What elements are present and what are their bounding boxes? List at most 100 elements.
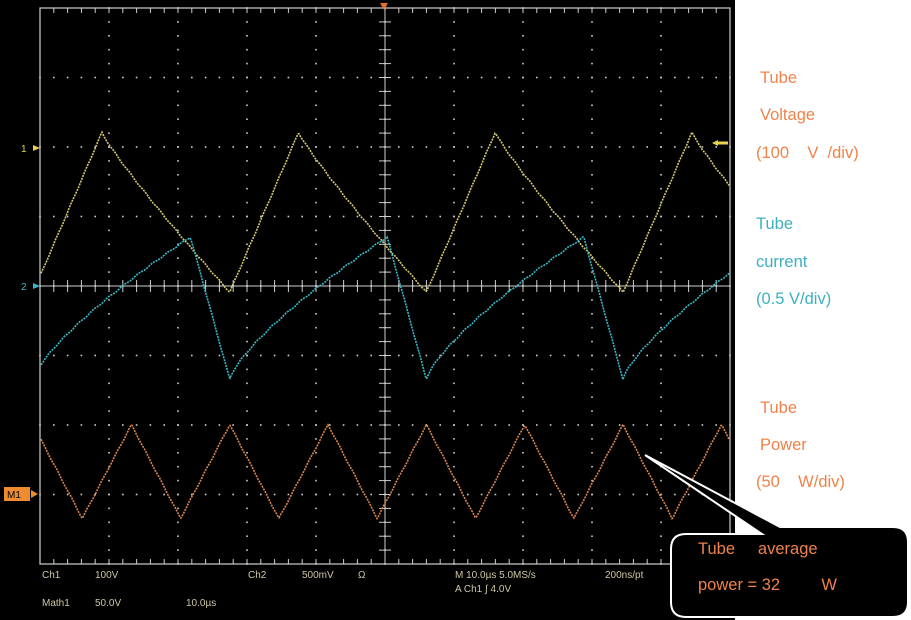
grid-dot (563, 424, 566, 426)
grid-dot (563, 76, 566, 79)
grid-dot (135, 493, 138, 496)
grid-dot (342, 354, 345, 357)
grid-dot (163, 354, 165, 357)
grid-dot (453, 132, 455, 134)
grid-dot (94, 354, 96, 357)
grid-dot (687, 493, 690, 496)
grid-dot (453, 382, 455, 385)
grid-dot (563, 146, 566, 148)
grid-dot (177, 396, 179, 398)
grid-dot (273, 424, 276, 426)
grid-dot (494, 76, 497, 79)
grid-dot (563, 354, 566, 357)
grid-dot (674, 424, 676, 426)
grid-dot (108, 313, 110, 315)
grid-dot (177, 187, 179, 190)
grid-dot (522, 243, 524, 246)
grid-dot (177, 229, 179, 232)
grid-dot (135, 424, 138, 426)
grid-dot (370, 493, 372, 496)
grid-dot (411, 424, 414, 426)
grid-dot (701, 354, 704, 357)
grid-dot (453, 48, 455, 51)
waveform-traces (40, 130, 730, 521)
grid-dot (591, 48, 593, 51)
grid-dot (177, 299, 179, 301)
grid-dot (660, 48, 662, 51)
grid-dot (660, 410, 662, 412)
readout-ch2-scale: 500mV (302, 570, 334, 581)
grid-dot (577, 76, 579, 79)
grid-dot (66, 76, 69, 79)
grid-dot (660, 90, 662, 93)
grid-dot (66, 424, 69, 426)
grid-dot (218, 146, 221, 148)
grid-dot (177, 438, 179, 440)
grid-dot (660, 438, 662, 440)
readout-math-time: 10.0µs (186, 598, 216, 609)
grid-dot (618, 354, 621, 357)
callout-bubble (644, 454, 909, 618)
grid-dot (177, 271, 179, 273)
grid-dot (480, 493, 483, 496)
grid-dot (342, 424, 345, 426)
grid-dot (315, 160, 317, 162)
grid-dot (453, 215, 455, 218)
oscilloscope-screen: 1 2 M1 Ch1 100V Ch2 500mV Ω M 10.0µs 5.0… (0, 0, 735, 620)
grid-dot (177, 354, 179, 357)
grid-dot (232, 146, 234, 148)
grid-dot (177, 549, 179, 551)
grid-dot (522, 271, 524, 273)
grid-dot (618, 146, 621, 148)
readout-ch2-label: Ch2 (248, 570, 267, 581)
grid-dot (329, 76, 331, 79)
grid-dot (453, 535, 455, 537)
grid-dot (660, 21, 662, 23)
grid-dot (39, 424, 41, 426)
grid-dot (674, 354, 676, 357)
grid-dot (287, 146, 290, 148)
grid-dot (522, 76, 524, 79)
grid-dot (191, 424, 193, 426)
voltage-annotation-line1: Tube (760, 69, 797, 87)
grid-dot (522, 479, 524, 482)
grid-dot (453, 76, 455, 79)
grid-dot (660, 229, 662, 232)
grid-dot (729, 146, 731, 148)
grid-dot (246, 104, 248, 107)
grid-dot (522, 326, 524, 329)
grid-dot (246, 21, 248, 23)
grid-dot (591, 35, 593, 37)
grid-dot (453, 299, 455, 301)
grid-dot (467, 493, 469, 496)
grid-dot (398, 354, 400, 357)
grid-dot (660, 396, 662, 398)
grid-dot (591, 62, 593, 65)
grid-dot (177, 452, 179, 454)
grid-dot (204, 146, 207, 148)
grid-dot (398, 215, 400, 218)
grid-dot (301, 354, 303, 357)
grid-dot (549, 76, 552, 79)
grid-dot (122, 76, 124, 79)
grid-dot (108, 452, 110, 454)
grid-dot (522, 507, 524, 510)
grid-dot (80, 424, 83, 426)
grid-dot (246, 201, 248, 204)
grid-dot (177, 62, 179, 65)
grid-dot (522, 313, 524, 315)
grid-dot (315, 118, 317, 120)
grid-dot (108, 104, 110, 107)
grid-dot (577, 215, 579, 218)
grid-dot (315, 90, 317, 93)
grid-dot (246, 507, 248, 510)
grid-dot (108, 507, 110, 510)
grid-dot (453, 313, 455, 315)
grid-dot (522, 396, 524, 398)
readout-math-scale: 50.0V (95, 598, 121, 609)
grid-dot (660, 493, 662, 496)
grid-dot (356, 146, 359, 148)
grid-dot (122, 215, 124, 218)
grid-dot (260, 215, 262, 218)
grid-dot (177, 521, 179, 524)
